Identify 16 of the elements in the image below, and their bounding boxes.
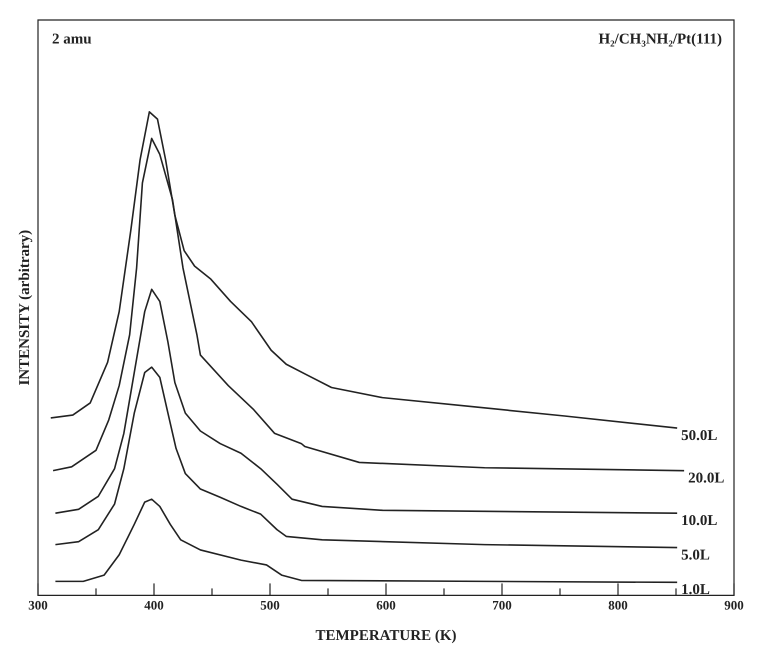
x-tick-label: 700 bbox=[492, 598, 512, 613]
series-label: 10.0L bbox=[681, 513, 718, 530]
series-label: 5.0L bbox=[681, 547, 710, 564]
series-label: 50.0L bbox=[681, 428, 718, 444]
text: H₂/CH₃NH₂/Pt(111) bbox=[598, 31, 722, 48]
x-tick-label: 300 bbox=[28, 598, 48, 613]
x-tick-label: 400 bbox=[144, 598, 164, 613]
x-tick-label: 500 bbox=[260, 598, 280, 613]
x-tick-label: 600 bbox=[376, 598, 396, 613]
x-axis-title: TEMPERATURE (K) bbox=[316, 628, 456, 644]
series-label: 1.0L bbox=[681, 582, 710, 598]
x-tick-label: 800 bbox=[608, 598, 628, 613]
y-axis-title: INTENSITY (arbitrary) bbox=[16, 230, 33, 386]
series-label: 20.0L bbox=[688, 470, 724, 487]
x-tick-label: 900 bbox=[724, 598, 744, 613]
text: 2 amu bbox=[52, 31, 92, 48]
